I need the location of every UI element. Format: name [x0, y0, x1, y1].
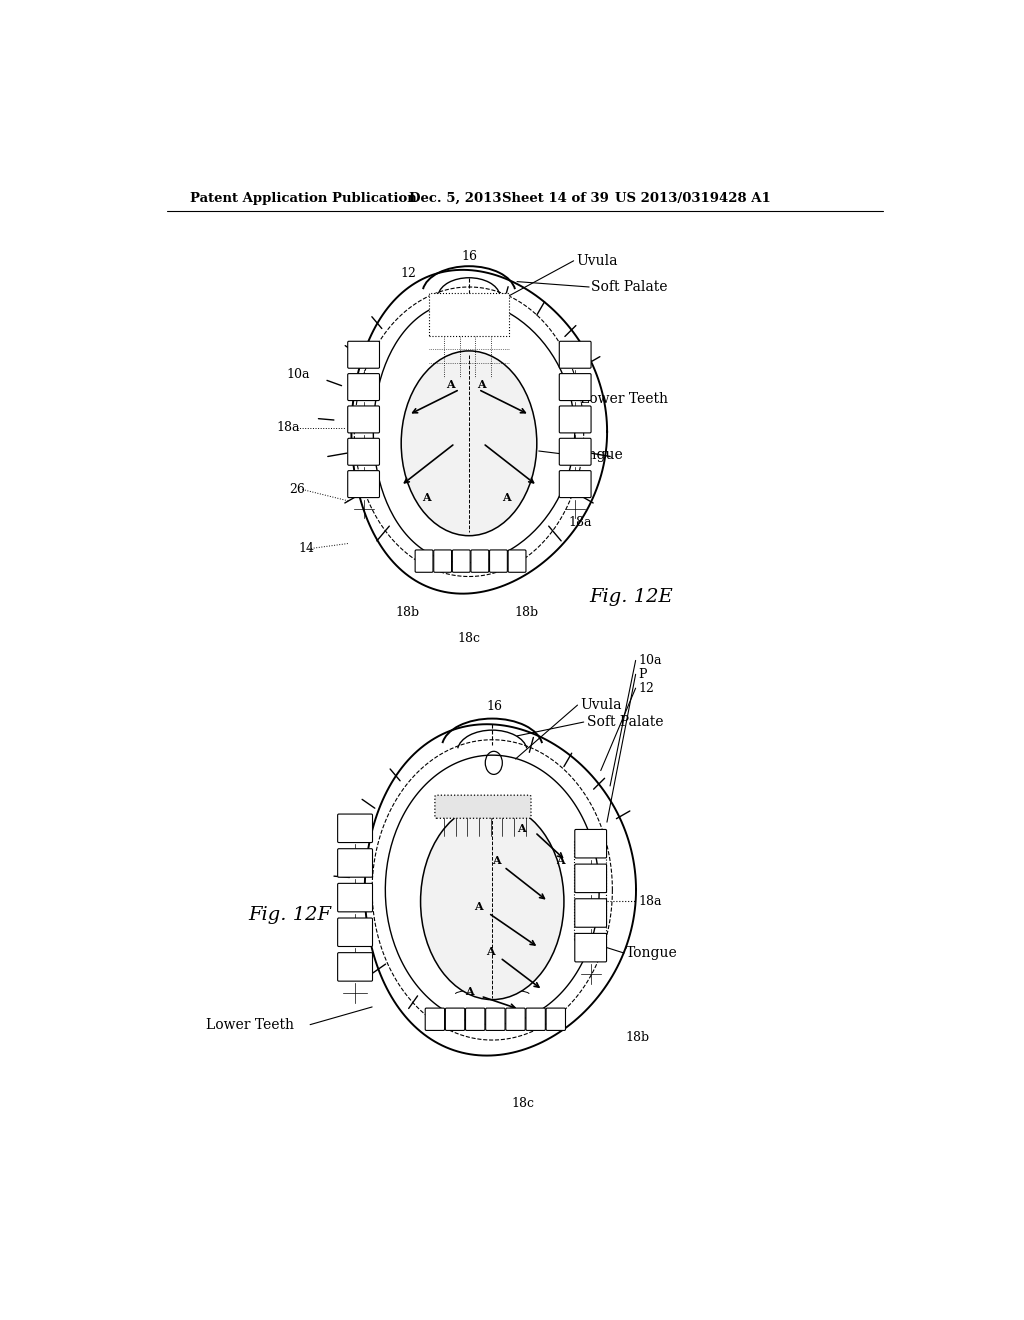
Text: P: P	[638, 668, 646, 681]
FancyBboxPatch shape	[574, 899, 606, 927]
Text: 12: 12	[638, 681, 654, 694]
FancyBboxPatch shape	[348, 471, 380, 498]
Text: Lower Teeth: Lower Teeth	[206, 1018, 294, 1032]
FancyBboxPatch shape	[559, 342, 591, 368]
FancyBboxPatch shape	[415, 550, 433, 573]
Text: A: A	[474, 902, 482, 912]
FancyBboxPatch shape	[506, 1008, 525, 1031]
FancyBboxPatch shape	[485, 1008, 505, 1031]
FancyBboxPatch shape	[559, 471, 591, 498]
Text: Dec. 5, 2013: Dec. 5, 2013	[410, 191, 502, 205]
Text: Patent Application Publication: Patent Application Publication	[190, 191, 417, 205]
Text: US 2013/0319428 A1: US 2013/0319428 A1	[614, 191, 770, 205]
Text: A: A	[446, 379, 455, 389]
Text: Lower Teeth: Lower Teeth	[580, 392, 668, 407]
Text: 14: 14	[299, 543, 314, 556]
FancyBboxPatch shape	[574, 865, 606, 892]
FancyBboxPatch shape	[425, 1008, 444, 1031]
FancyBboxPatch shape	[526, 1008, 546, 1031]
Text: Tongue: Tongue	[572, 447, 624, 462]
Text: Soft Palate: Soft Palate	[592, 280, 668, 294]
Text: A: A	[556, 855, 565, 866]
Text: A: A	[492, 855, 501, 866]
FancyBboxPatch shape	[348, 407, 380, 433]
Text: Soft Palate: Soft Palate	[587, 715, 664, 729]
FancyBboxPatch shape	[466, 1008, 485, 1031]
FancyBboxPatch shape	[435, 795, 531, 818]
Text: 26: 26	[289, 483, 305, 496]
Text: A: A	[477, 379, 485, 389]
Text: 18a: 18a	[276, 421, 300, 434]
FancyBboxPatch shape	[434, 550, 452, 573]
FancyBboxPatch shape	[429, 293, 509, 335]
FancyBboxPatch shape	[574, 829, 606, 858]
FancyBboxPatch shape	[338, 814, 373, 842]
Text: 18b: 18b	[395, 606, 420, 619]
FancyBboxPatch shape	[508, 550, 526, 573]
Text: Fig. 12F: Fig. 12F	[248, 906, 331, 924]
FancyBboxPatch shape	[348, 342, 380, 368]
Text: A: A	[486, 946, 495, 957]
FancyBboxPatch shape	[574, 933, 606, 962]
Text: 18b: 18b	[626, 1031, 649, 1044]
Text: A: A	[465, 986, 473, 997]
Text: A: A	[422, 492, 431, 503]
Text: Sheet 14 of 39: Sheet 14 of 39	[502, 191, 608, 205]
Text: 16: 16	[461, 249, 477, 263]
FancyBboxPatch shape	[338, 849, 373, 878]
FancyBboxPatch shape	[338, 953, 373, 981]
FancyBboxPatch shape	[348, 438, 380, 465]
Text: Uvula: Uvula	[575, 253, 617, 268]
FancyBboxPatch shape	[445, 1008, 465, 1031]
Text: 18c: 18c	[512, 1097, 535, 1110]
FancyBboxPatch shape	[559, 438, 591, 465]
FancyBboxPatch shape	[559, 374, 591, 400]
FancyBboxPatch shape	[489, 550, 507, 573]
FancyBboxPatch shape	[559, 407, 591, 433]
Ellipse shape	[421, 804, 564, 999]
Text: 10a: 10a	[287, 367, 310, 380]
Text: 18a: 18a	[568, 516, 592, 529]
FancyBboxPatch shape	[546, 1008, 565, 1031]
FancyBboxPatch shape	[338, 917, 373, 946]
Text: Tongue: Tongue	[627, 946, 678, 960]
Text: 18a: 18a	[638, 895, 662, 908]
Text: Uvula: Uvula	[580, 698, 622, 711]
Text: Fig. 12E: Fig. 12E	[589, 589, 673, 606]
Text: A: A	[517, 822, 526, 834]
Ellipse shape	[401, 351, 537, 536]
FancyBboxPatch shape	[338, 883, 373, 912]
Text: 12: 12	[400, 268, 417, 280]
FancyBboxPatch shape	[348, 374, 380, 400]
Text: 18b: 18b	[514, 606, 538, 619]
FancyBboxPatch shape	[453, 550, 470, 573]
Text: 10a: 10a	[638, 653, 662, 667]
Text: 18c: 18c	[458, 631, 480, 644]
Text: A: A	[502, 492, 511, 503]
Text: 16: 16	[486, 700, 502, 713]
FancyBboxPatch shape	[471, 550, 488, 573]
